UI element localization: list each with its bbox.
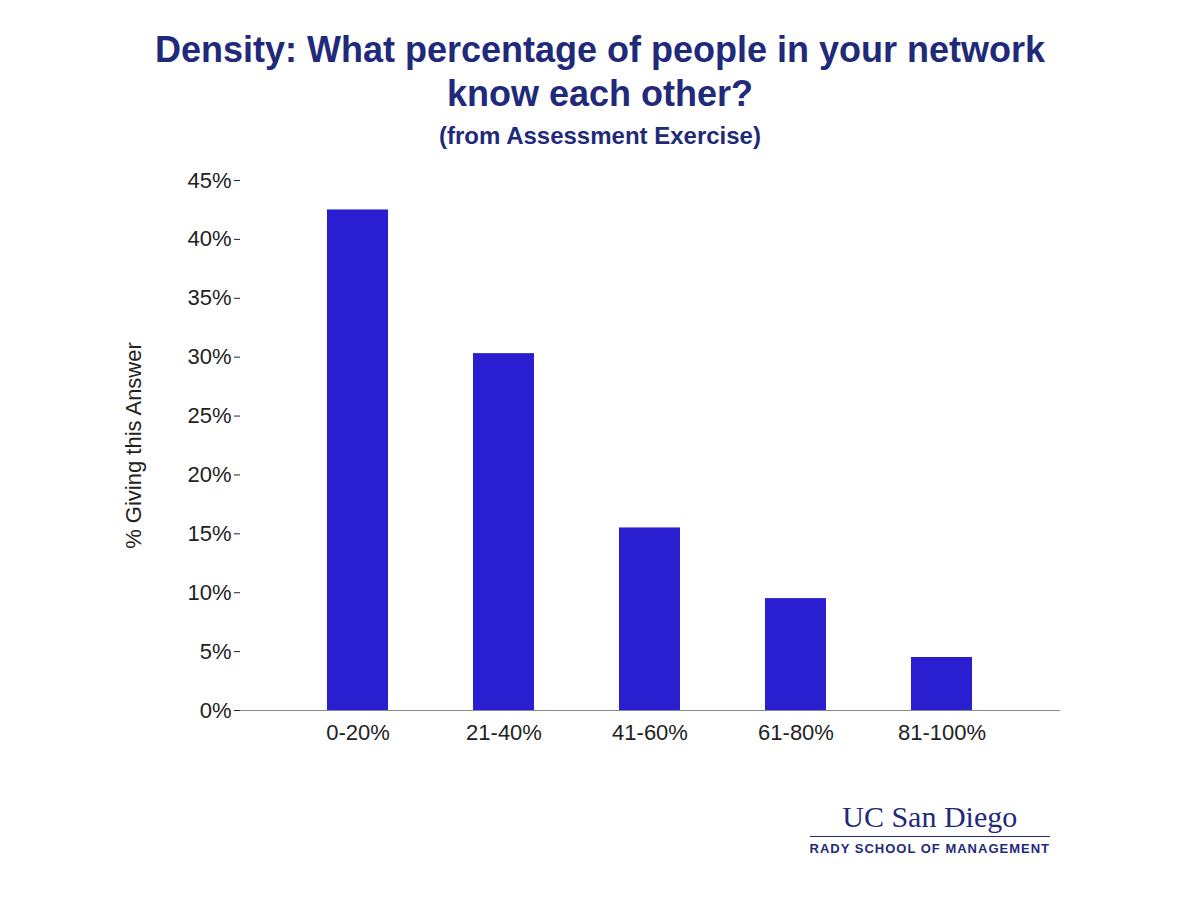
html-text:RADY SCHOOL OF MANAGEMENT: RADY SCHOOL OF MANAGEMENT bbox=[809, 841, 1050, 856]
svg-text:30%: 30% bbox=[187, 344, 231, 369]
svg-text:% Giving this Answer: % Giving this Answer bbox=[121, 342, 146, 549]
html-text:UC San Diego: UC San Diego bbox=[842, 800, 1018, 833]
svg-text:21-40%: 21-40% bbox=[466, 720, 542, 745]
svg-text:40%: 40% bbox=[187, 226, 231, 251]
html-text:(from Assessment Exercise): (from Assessment Exercise) bbox=[439, 122, 761, 149]
svg-text:35%: 35% bbox=[187, 285, 231, 310]
svg-text:20%: 20% bbox=[187, 462, 231, 487]
svg-text:5%: 5% bbox=[200, 639, 232, 664]
svg-text:0-20%: 0-20% bbox=[326, 720, 390, 745]
svg-text:45%: 45% bbox=[187, 168, 231, 193]
svg-text:15%: 15% bbox=[187, 521, 231, 546]
svg-text:81-100%: 81-100% bbox=[898, 720, 986, 745]
svg-text:41-60%: 41-60% bbox=[612, 720, 688, 745]
html-text:Density: What percentage of pe: Density: What percentage of people in yo… bbox=[154, 29, 1046, 114]
svg-text:25%: 25% bbox=[187, 403, 231, 428]
svg-text:10%: 10% bbox=[187, 580, 231, 605]
svg-text:0%: 0% bbox=[200, 698, 232, 723]
svg-text:61-80%: 61-80% bbox=[758, 720, 834, 745]
